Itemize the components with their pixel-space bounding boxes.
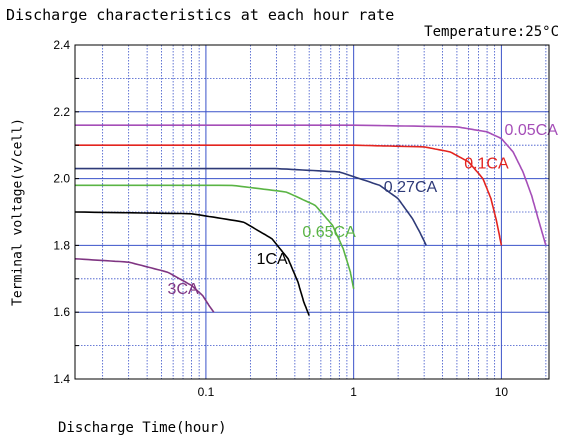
y-tick-label: 2.2 [53, 105, 70, 119]
x-tick-label: 10 [495, 385, 509, 399]
series-line-0_05CA [75, 124, 547, 246]
grid-layer [75, 45, 549, 379]
x-tick-label: 1 [350, 385, 357, 399]
series-line-0_1CA [75, 144, 503, 246]
y-tick-label: 2.0 [53, 172, 70, 186]
temperature-note: Temperature:25°C [424, 24, 559, 40]
series-label-0_27CA: 0.27CA [384, 179, 438, 196]
x-axis-label: Discharge Time(hour) [58, 420, 227, 436]
series-label-3CA: 3CA [168, 281, 199, 298]
chart-title: Discharge characteristics at each hour r… [6, 6, 395, 24]
series-line-3CA [74, 258, 215, 313]
y-tick-label: 2.4 [53, 38, 70, 52]
series-line-0_65CA [75, 184, 355, 289]
tick-layer: 0.1 1 10 1.4 1.6 1.8 2.0 2.2 2.4 [53, 38, 508, 399]
series-line-0_27CA [75, 167, 427, 246]
series-label-1CA: 1CA [256, 251, 287, 268]
series-layer [74, 124, 547, 316]
series-label-0_05CA: 0.05CA [505, 122, 559, 139]
series-label-layer: 0.05CA 0.1CA 0.27CA 0.65CA 1CA 3CA [168, 122, 559, 298]
y-tick-label: 1.8 [53, 238, 70, 252]
series-label-0_1CA: 0.1CA [464, 156, 509, 173]
y-tick-label: 1.6 [53, 305, 70, 319]
series-label-0_65CA: 0.65CA [302, 224, 356, 241]
series-line-1CA [74, 211, 310, 316]
y-tick-label: 1.4 [53, 372, 70, 386]
x-tick-label: 0.1 [198, 385, 215, 399]
plot-frame [74, 44, 550, 380]
